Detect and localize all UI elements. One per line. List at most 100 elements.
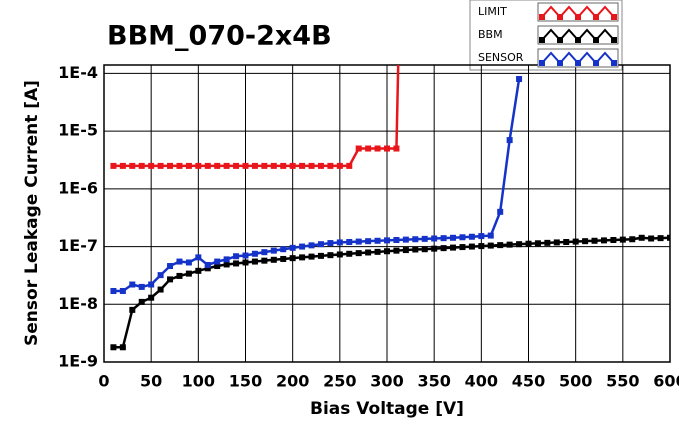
x-tick-label: 500 <box>559 372 592 391</box>
point <box>327 252 334 259</box>
y-tick-label: 1E-8 <box>58 294 98 313</box>
point <box>450 244 457 251</box>
point <box>233 162 240 169</box>
point <box>251 162 258 169</box>
point <box>563 239 570 246</box>
point <box>242 259 249 266</box>
point <box>525 240 532 247</box>
point <box>223 256 230 263</box>
point <box>233 260 240 267</box>
point <box>289 255 296 262</box>
point <box>440 235 447 242</box>
point <box>374 237 381 244</box>
point <box>204 265 211 272</box>
x-tick-label: 450 <box>512 372 545 391</box>
point <box>261 162 268 169</box>
point <box>167 276 174 283</box>
point <box>336 162 343 169</box>
point <box>242 252 249 259</box>
point <box>450 234 457 241</box>
point <box>270 162 277 169</box>
legend-marker <box>593 14 599 20</box>
point <box>119 287 126 294</box>
point <box>374 145 381 152</box>
point <box>365 238 372 245</box>
point <box>393 145 400 152</box>
x-tick-label: 550 <box>606 372 639 391</box>
point <box>317 241 324 248</box>
point <box>553 239 560 246</box>
point <box>214 162 221 169</box>
point <box>148 162 155 169</box>
point <box>365 145 372 152</box>
point <box>346 250 353 257</box>
point <box>393 247 400 254</box>
point <box>393 236 400 243</box>
point <box>289 162 296 169</box>
point <box>421 246 428 253</box>
x-tick-label: 100 <box>182 372 215 391</box>
legend-label: BBM <box>478 28 503 41</box>
point <box>600 237 607 244</box>
point <box>157 272 164 279</box>
point <box>157 162 164 169</box>
legend-marker <box>593 37 599 43</box>
x-tick-label: 400 <box>465 372 498 391</box>
point <box>110 162 117 169</box>
point <box>317 162 324 169</box>
point <box>402 236 409 243</box>
point <box>261 249 268 256</box>
point <box>355 250 362 257</box>
point <box>468 233 475 240</box>
y-tick-label: 1E-6 <box>58 178 98 197</box>
point <box>384 145 390 152</box>
point <box>657 235 664 242</box>
point <box>195 267 202 274</box>
point <box>299 162 306 169</box>
legend-marker <box>611 60 617 66</box>
point <box>176 162 183 169</box>
point <box>270 256 277 263</box>
point <box>138 298 145 305</box>
point <box>421 235 428 242</box>
point <box>317 252 324 259</box>
point <box>308 253 315 260</box>
point <box>280 162 287 169</box>
point <box>374 248 381 255</box>
point <box>384 237 390 244</box>
point <box>308 242 315 249</box>
point <box>516 241 523 248</box>
point <box>308 162 315 169</box>
point <box>384 248 390 255</box>
point <box>487 242 494 249</box>
point <box>138 283 145 290</box>
point <box>638 234 645 241</box>
point <box>185 162 192 169</box>
point <box>176 258 183 265</box>
point <box>346 162 353 169</box>
point <box>251 258 258 265</box>
point <box>336 239 343 246</box>
point <box>110 287 117 294</box>
legend-marker <box>593 60 599 66</box>
legend-marker <box>575 60 581 66</box>
legend-marker <box>539 60 545 66</box>
point <box>396 13 402 19</box>
point <box>129 162 136 169</box>
point <box>280 255 287 262</box>
point <box>261 257 268 264</box>
x-axis-label: Bias Voltage [V] <box>310 399 464 419</box>
point <box>251 250 258 257</box>
point <box>648 235 655 242</box>
x-tick-label: 350 <box>417 372 450 391</box>
point <box>365 249 372 256</box>
legend-marker <box>557 14 563 20</box>
legend-marker <box>539 14 545 20</box>
point <box>214 258 221 265</box>
point <box>459 234 466 241</box>
x-tick-label: 0 <box>98 372 109 391</box>
point <box>591 237 598 244</box>
legend-marker <box>611 14 617 20</box>
y-tick-label: 1E-5 <box>58 121 98 140</box>
chart-title: BBM_070-2x4B <box>107 21 332 52</box>
